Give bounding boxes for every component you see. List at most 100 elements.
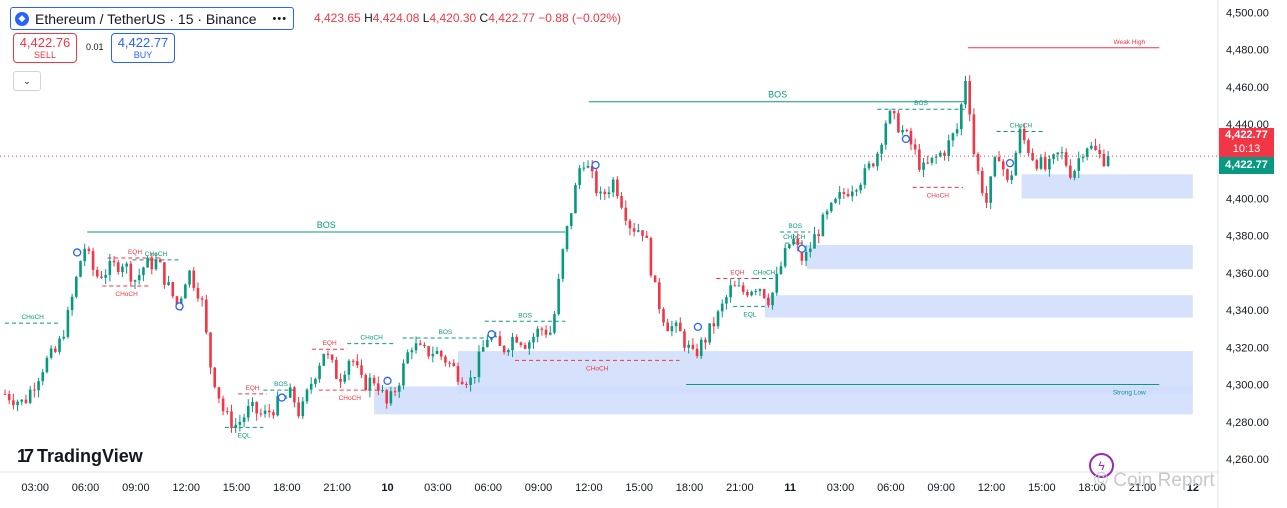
candle-body [137,275,141,281]
candle-body [54,348,57,352]
candle [561,248,565,283]
candle-body [272,412,275,416]
swing-marker [1005,158,1015,168]
candle-body [133,280,137,282]
candle-body [154,259,158,270]
candle-body [519,342,523,345]
candle-body [985,193,988,203]
candle [184,283,187,299]
collapse-button[interactable]: ⌄ [13,71,41,91]
candle [33,382,36,398]
candle-body [825,211,829,215]
candle [767,293,770,308]
y-tick-label: 4,260.00 [1226,454,1269,466]
candle-body [263,410,267,414]
candle-body [569,213,573,226]
structure-label: BOS [518,312,532,319]
candle [997,151,1001,162]
candle [1081,153,1085,163]
sell-button[interactable]: 4,422.76 SELL [13,33,77,63]
lightning-icon[interactable]: ϟ [1089,453,1114,478]
candle [427,345,430,359]
candle [544,325,548,338]
candle [834,197,837,204]
candle [188,269,191,288]
candle [511,332,514,358]
candle [1064,148,1068,168]
candle [1085,147,1089,161]
candle [167,275,170,286]
more-dots-icon[interactable]: ••• [272,12,288,25]
candle-body [716,311,720,327]
candle [12,393,15,410]
candle [272,409,275,419]
candle [888,109,892,125]
candle [314,377,317,388]
candle-body [720,303,724,312]
candle [481,340,485,352]
candle-body [834,198,837,203]
candle [372,375,376,386]
chevron-down-icon: ⌄ [23,75,31,86]
candle-body [255,401,258,414]
candle [213,367,217,389]
candle [905,128,909,133]
candle-body [276,396,279,416]
candle-body [670,326,674,332]
candle [884,120,888,150]
candle [892,110,896,120]
low-value: 4,420.30 [429,11,477,25]
candle-body [192,270,196,288]
candle [87,246,91,255]
candle-body [607,192,611,195]
candle-body [741,285,745,293]
candle [263,404,267,418]
candle-body [1043,157,1047,170]
candle-body [385,390,388,404]
candle [305,388,309,405]
x-tick-label: 12:00 [978,482,1006,494]
candle [779,261,783,275]
candle-body [1006,169,1009,180]
candle-body [188,270,191,285]
candle-body [544,329,548,335]
candle [687,340,690,354]
candle [527,339,531,355]
candle-body [683,331,686,348]
candle-body [209,332,212,368]
tradingview-logo[interactable]: 17 TradingView [17,446,143,467]
symbol-title[interactable]: ◆ Ethereum / TetherUS · 15 · Binance ••• [10,7,295,30]
candle [876,151,879,171]
x-tick-label: 06:00 [72,482,100,494]
candle-body [322,353,326,366]
candle-body [314,378,317,384]
candle [536,325,539,343]
candle [926,155,930,165]
candle-body [293,387,296,403]
candle [242,413,246,428]
x-tick-label: 15:00 [625,482,653,494]
buy-button[interactable]: 4,422.77 BUY [111,33,175,63]
candle [653,275,657,283]
candle [1090,141,1093,150]
candle-body [557,278,560,315]
candle [192,267,196,292]
candle [473,377,477,384]
candle [255,401,258,421]
candle [7,390,11,405]
candle-body [427,346,430,357]
x-tick-label: 03:00 [424,482,452,494]
candle [1069,159,1072,180]
candle-body [213,367,217,388]
candle [599,186,602,200]
candle [1048,155,1051,177]
candle-body [142,267,145,276]
candle-body [397,385,401,392]
candle [309,377,313,394]
candle [456,362,460,386]
candle-body [595,171,598,194]
candle-body [70,296,74,311]
candle [569,213,573,230]
candle [855,188,858,197]
